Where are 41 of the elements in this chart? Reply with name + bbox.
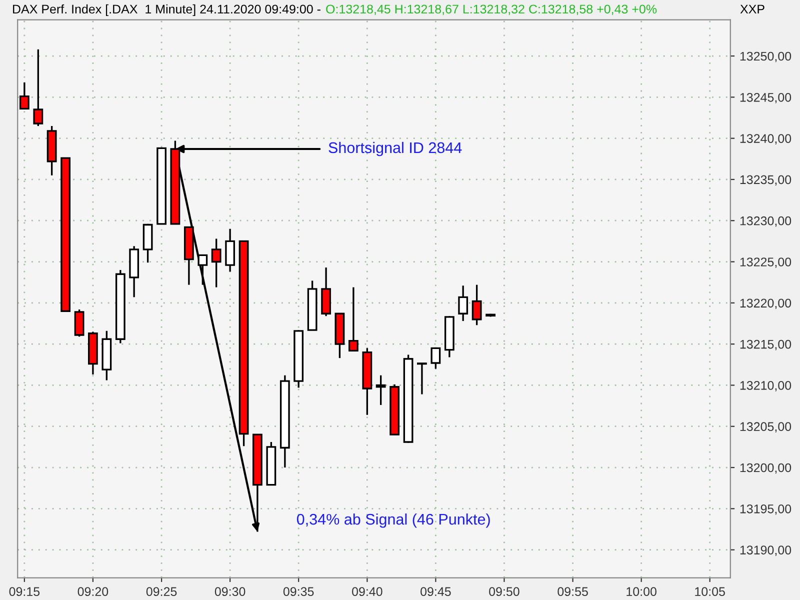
chart-title: DAX Perf. Index [.DAX 1 Minute] 24.11.2020 09:49:00 - xyxy=(13,4,320,16)
x-tick-label: 09:45 xyxy=(420,587,451,596)
candlestick xyxy=(430,347,441,370)
x-tick-label: 09:30 xyxy=(214,587,246,596)
y-tick-label: 13215,00 xyxy=(740,340,792,350)
x-tick-label: 09:50 xyxy=(489,587,520,596)
y-tick-label: 13220,00 xyxy=(740,298,792,310)
annotation: Shortsignal ID 2844 xyxy=(328,142,462,156)
candlestick xyxy=(376,374,386,406)
y-tick-label: 13210,00 xyxy=(740,381,792,392)
candlestick xyxy=(211,238,222,288)
text: XXP xyxy=(740,4,764,14)
y-tick-label: 13195,00 xyxy=(740,504,792,515)
candlestick xyxy=(19,82,30,110)
annotation: 0,34% ab Signal (46 Punkte) xyxy=(296,513,490,528)
x-tick-label: 09:20 xyxy=(78,587,108,596)
candlestick xyxy=(198,254,208,286)
x-tick-label: 10:00 xyxy=(626,587,656,596)
y-tick-label: 13240,00 xyxy=(740,134,792,144)
candlestick xyxy=(458,284,468,322)
candlestick xyxy=(472,284,482,326)
y-tick-label: 13200,00 xyxy=(740,463,792,474)
x-tick-label: 09:35 xyxy=(283,587,314,596)
x-tick-label: 09:55 xyxy=(558,587,588,596)
candlestick xyxy=(74,308,84,338)
y-tick-label: 13225,00 xyxy=(740,258,792,268)
y-tick-label: 13190,00 xyxy=(740,546,792,556)
y-tick-label: 13250,00 xyxy=(740,52,792,62)
y-tick-label: 13235,00 xyxy=(740,175,792,186)
y-tick-label: 13205,00 xyxy=(740,422,792,432)
x-tick-label: 09:40 xyxy=(352,587,382,596)
x-tick-label: 10:05 xyxy=(695,587,725,596)
x-tick-label: 09:15 xyxy=(9,587,40,596)
candlestick xyxy=(33,48,44,127)
chart-subtitle: O:13218,45 H:13218,67 L:13218,32 C:13218,58 +0,43 +0% xyxy=(326,4,657,16)
y-tick-label: 13230,00 xyxy=(740,216,792,227)
candlestick xyxy=(225,228,236,272)
y-tick-label: 13245,00 xyxy=(740,92,792,104)
x-tick-label: 09:25 xyxy=(146,587,177,596)
candlestick xyxy=(348,286,358,352)
candlestick xyxy=(417,362,427,396)
